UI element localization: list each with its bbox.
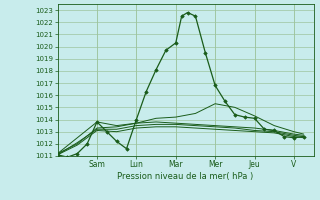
- X-axis label: Pression niveau de la mer( hPa ): Pression niveau de la mer( hPa ): [117, 172, 254, 181]
